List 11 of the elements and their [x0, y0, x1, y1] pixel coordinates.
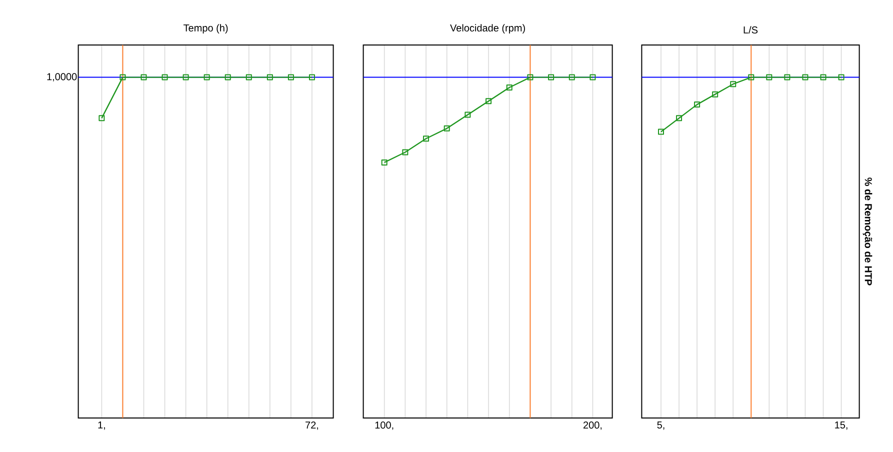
x-tick-label: 5,	[657, 422, 664, 430]
chart-title: Tempo (h)	[184, 24, 228, 34]
x-tick-label: 15,	[835, 422, 848, 430]
chart-title: L/S	[744, 26, 758, 34]
ref-line-label: 1,0000	[47, 73, 77, 82]
y-axis-title: % de Remoção de HTP	[862, 178, 872, 286]
x-tick-label: 200,	[583, 422, 602, 430]
x-tick-label: 72,	[306, 422, 318, 430]
chart-title: Velocidade (rpm)	[450, 24, 525, 34]
x-tick-label: 1,	[98, 422, 105, 430]
x-tick-label: 100,	[375, 422, 394, 430]
